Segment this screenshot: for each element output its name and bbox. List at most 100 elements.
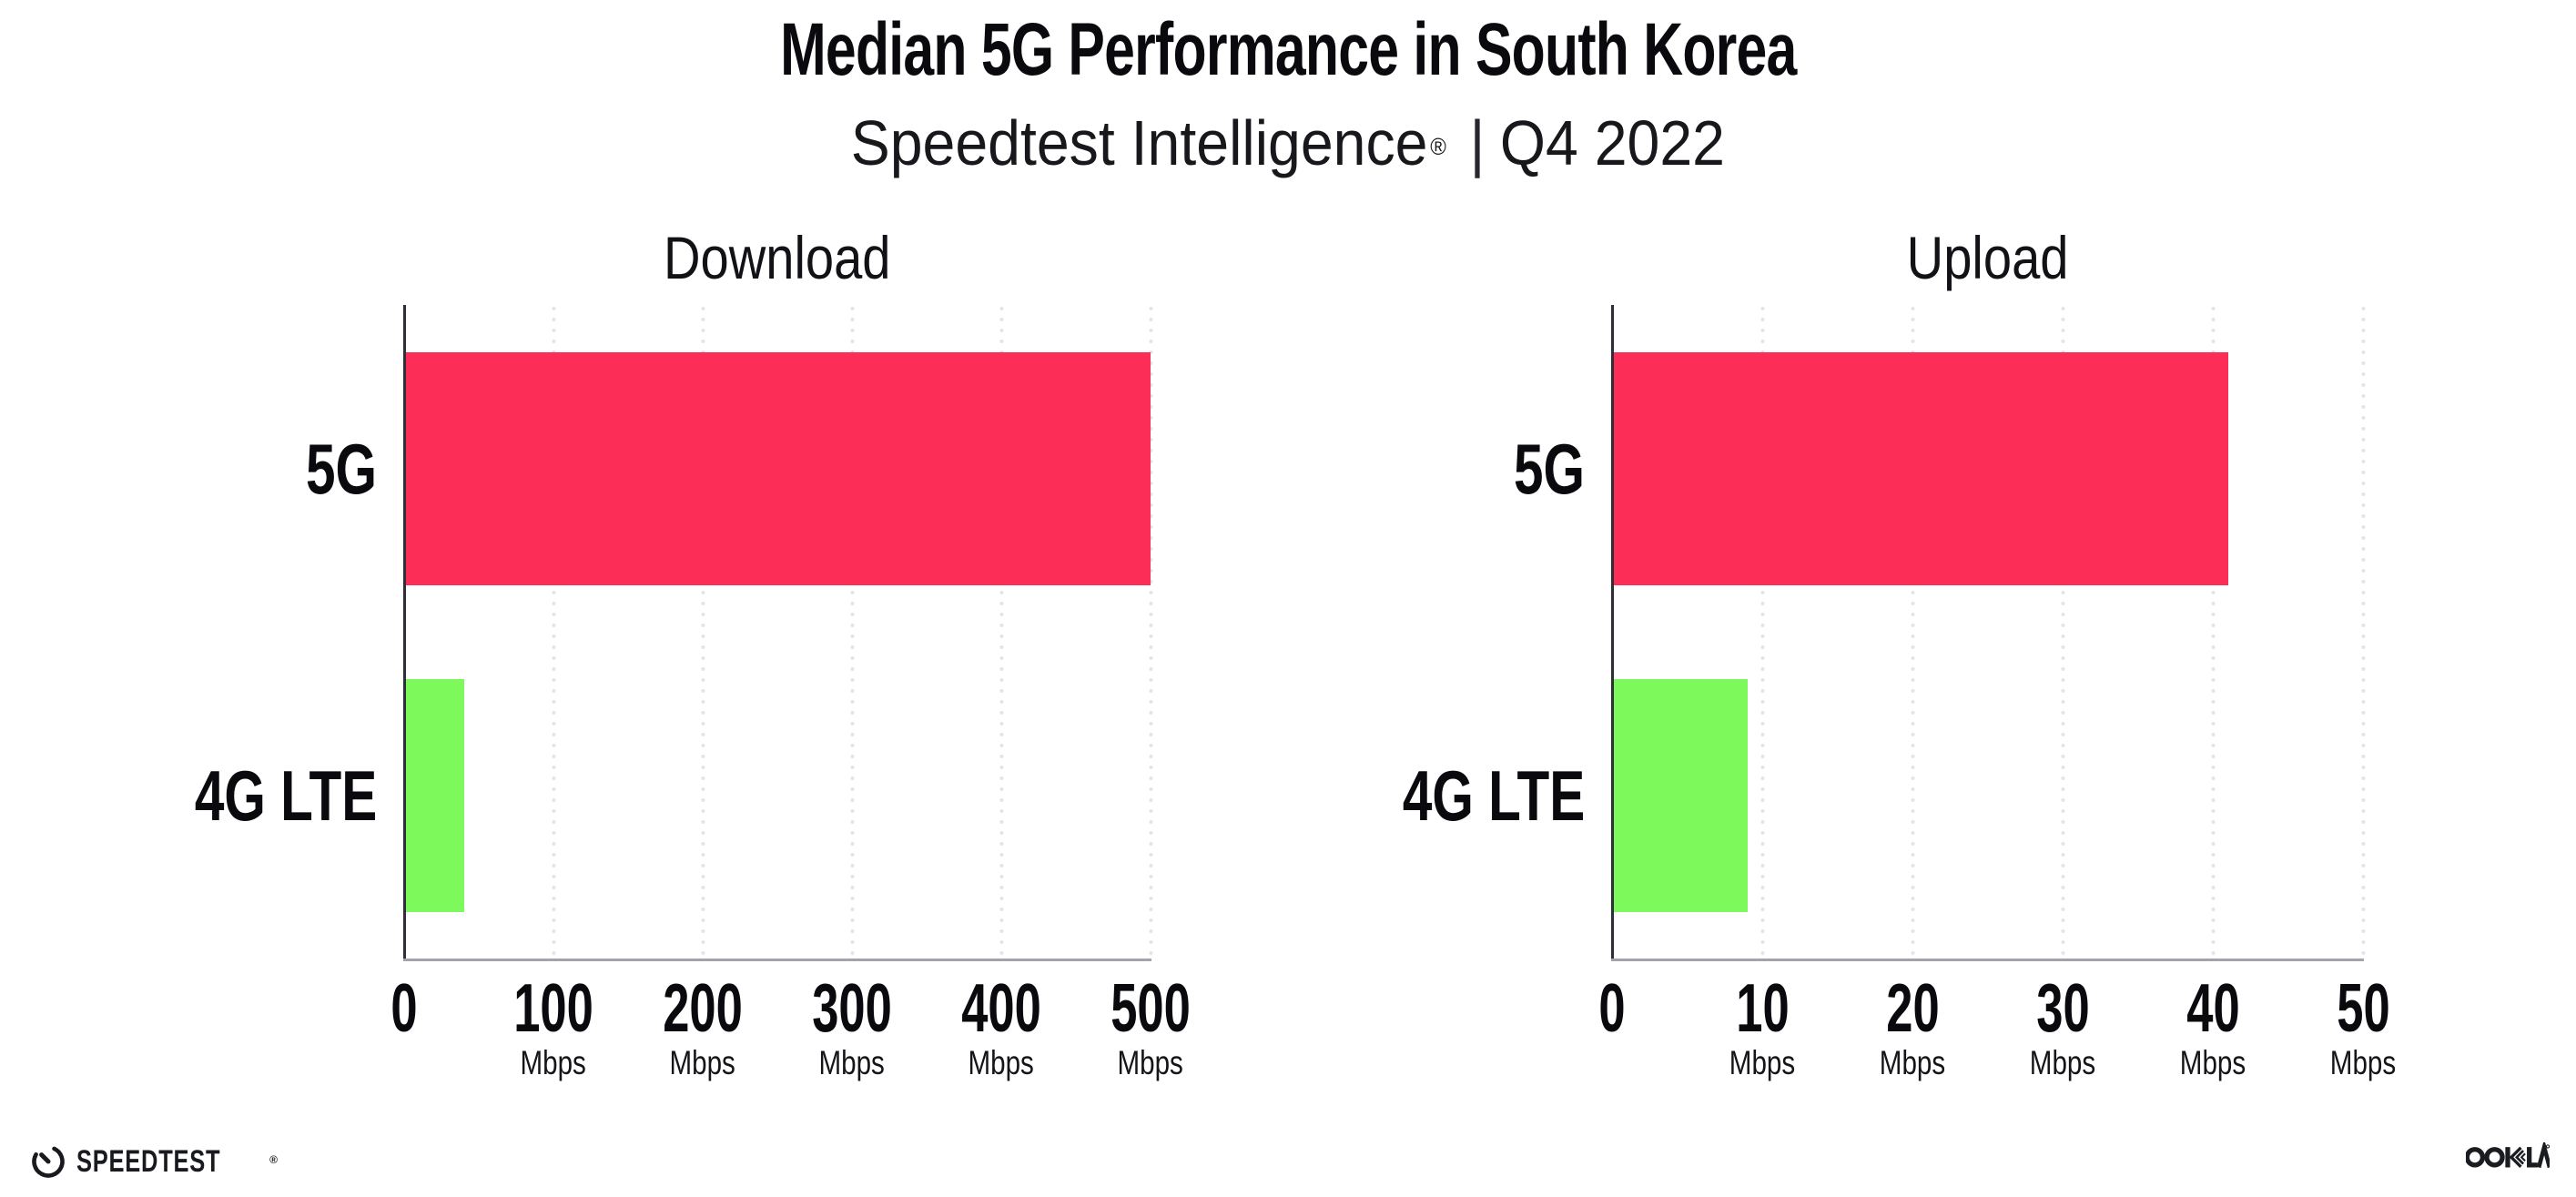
x-tick-value: 400: [944, 969, 1058, 1046]
x-tick-value-text: 0: [390, 969, 418, 1046]
x-tick-unit-text: Mbps: [2179, 1044, 2246, 1081]
x-tick-unit: Mbps: [1871, 1044, 1953, 1082]
x-axis-line: [403, 959, 1151, 961]
x-tick-value: 30: [2022, 969, 2104, 1046]
x-tick-value-text: 50: [2336, 969, 2390, 1046]
x-tick-0: 0: [385, 969, 423, 1046]
page-title-text: Median 5G Performance in South Korea: [779, 8, 1797, 91]
x-tick-value: 300: [795, 969, 908, 1046]
x-tick-200: 200 Mbps: [645, 969, 759, 1082]
x-tick-value-text: 20: [1885, 969, 1940, 1046]
x-tick-value: 10: [1721, 969, 1803, 1046]
x-tick-unit: Mbps: [1721, 1044, 1803, 1082]
x-tick-value-text: 10: [1735, 969, 1790, 1046]
category-label-5g: 5G: [1284, 428, 1585, 510]
category-label-text: 5G: [1513, 428, 1585, 509]
x-tick-40: 40 Mbps: [2172, 969, 2254, 1082]
x-tick-unit-text: Mbps: [1117, 1044, 1184, 1081]
x-tick-300: 300 Mbps: [795, 969, 908, 1082]
ookla-wordmark-icon: [2464, 1139, 2552, 1169]
x-tick-value-text: 200: [663, 969, 743, 1046]
gridline-500: [1149, 305, 1153, 959]
page-subtitle-text: Speedtest Intelligence ® | Q4 2022: [851, 106, 1725, 180]
upload-plot-area: [1612, 305, 2366, 959]
subtitle-separator: |: [1469, 107, 1486, 178]
speedtest-wordmark: SPEEDTEST ®: [76, 1143, 279, 1179]
subtitle-brand: Speedtest Intelligence: [850, 107, 1428, 178]
x-tick-value-text: 40: [2186, 969, 2240, 1046]
category-label-text: 5G: [305, 428, 377, 509]
x-tick-unit-text: Mbps: [520, 1044, 587, 1081]
x-tick-unit: Mbps: [795, 1044, 908, 1082]
chart-title-download: Download: [664, 224, 891, 291]
bar-4g-lte: [404, 678, 464, 912]
x-tick-value: 20: [1871, 969, 1953, 1046]
x-tick-value-text: 100: [513, 969, 593, 1046]
category-label-text: 4G LTE: [1402, 755, 1585, 836]
x-tick-unit: Mbps: [2322, 1044, 2404, 1082]
x-tick-value: 500: [1093, 969, 1207, 1046]
x-tick-value: 0: [1593, 969, 1631, 1046]
bar-5g: [404, 351, 1151, 585]
gridline-30: [2061, 305, 2065, 959]
x-tick-value: 50: [2322, 969, 2404, 1046]
x-tick-unit: Mbps: [645, 1044, 759, 1082]
gridline-50: [2361, 305, 2366, 959]
x-tick-value-text: 30: [2035, 969, 2090, 1046]
gridline-400: [999, 305, 1004, 959]
gridline-300: [850, 305, 855, 959]
x-tick-value: 200: [645, 969, 759, 1046]
x-tick-value: 100: [496, 969, 610, 1046]
x-axis-line: [1611, 959, 2364, 961]
y-axis-line: [403, 305, 406, 961]
subtitle-period: Q4 2022: [1500, 107, 1726, 178]
category-label-5g: 5G: [76, 428, 377, 510]
x-tick-value-text: 0: [1598, 969, 1626, 1046]
x-tick-unit-text: Mbps: [968, 1044, 1035, 1081]
x-tick-unit-text: Mbps: [818, 1044, 886, 1081]
speedtest-registered-mark-icon: ®: [269, 1152, 279, 1166]
gridline-100: [552, 305, 556, 959]
x-tick-unit-text: Mbps: [2329, 1044, 2397, 1081]
x-tick-unit-text: Mbps: [2029, 1044, 2096, 1081]
registered-mark-icon: ®: [1430, 133, 1446, 160]
x-tick-20: 20 Mbps: [1871, 969, 1953, 1082]
chart-title-upload: Upload: [1906, 224, 2069, 291]
x-tick-value-text: 400: [961, 969, 1041, 1046]
x-tick-500: 500 Mbps: [1093, 969, 1207, 1082]
x-tick-unit-text: Mbps: [1729, 1044, 1796, 1081]
x-tick-400: 400 Mbps: [944, 969, 1058, 1082]
x-tick-value: 40: [2172, 969, 2254, 1046]
bar-5g: [1612, 351, 2228, 585]
page-subtitle: Speedtest Intelligence ® | Q4 2022: [0, 106, 2576, 180]
gridline-200: [701, 305, 705, 959]
page-title: Median 5G Performance in South Korea: [0, 8, 2576, 92]
category-label-4g-lte: 4G LTE: [76, 755, 377, 837]
category-label-text: 4G LTE: [194, 755, 377, 836]
x-tick-value: 0: [385, 969, 423, 1046]
x-tick-100: 100 Mbps: [496, 969, 610, 1082]
gridline-10: [1760, 305, 1765, 959]
ookla-logo: [2464, 1139, 2552, 1174]
x-tick-unit: Mbps: [1093, 1044, 1207, 1082]
x-tick-10: 10 Mbps: [1721, 969, 1803, 1082]
speedtest-logo: SPEEDTEST ®: [30, 1143, 278, 1180]
x-tick-unit-text: Mbps: [669, 1044, 736, 1081]
x-tick-value-text: 300: [812, 969, 892, 1046]
x-tick-unit: Mbps: [2022, 1044, 2104, 1082]
x-tick-30: 30 Mbps: [2022, 969, 2104, 1082]
x-tick-50: 50 Mbps: [2322, 969, 2404, 1082]
x-tick-unit: Mbps: [944, 1044, 1058, 1082]
x-tick-0: 0: [1593, 969, 1631, 1046]
x-tick-unit-text: Mbps: [1879, 1044, 1946, 1081]
x-tick-value-text: 500: [1111, 969, 1191, 1046]
x-tick-unit: Mbps: [2172, 1044, 2254, 1082]
speedtest-gauge-icon: [32, 1146, 65, 1178]
x-tick-unit: Mbps: [496, 1044, 610, 1082]
category-label-4g-lte: 4G LTE: [1284, 755, 1585, 837]
download-plot-area: [404, 305, 1153, 959]
gridline-20: [1911, 305, 1915, 959]
